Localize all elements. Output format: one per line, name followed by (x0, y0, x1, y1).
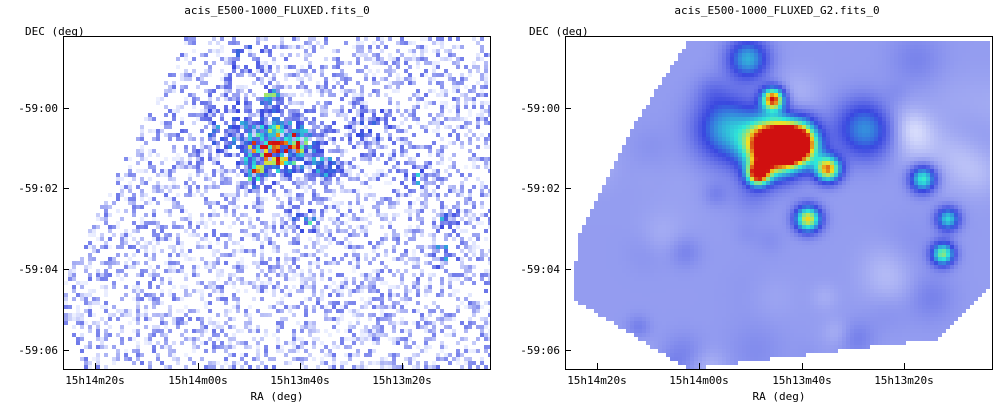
right-heatmap (574, 41, 990, 369)
right-y-tick: -59:04 (520, 263, 560, 276)
left-x-tickmark (300, 363, 301, 369)
left-x-tickmark (198, 363, 199, 369)
right-panel: acis_E500-1000_FLUXED_G2.fits_0 DEC (deg… (500, 0, 1000, 409)
right-x-tick: 15h14m00s (669, 374, 729, 387)
left-x-tick: 15h14m20s (65, 374, 125, 387)
right-image-canvas[interactable] (565, 36, 993, 370)
right-panel-title: acis_E500-1000_FLUXED_G2.fits_0 (674, 4, 880, 17)
right-y-tickmark (565, 269, 571, 270)
right-x-tick: 15h14m20s (567, 374, 627, 387)
left-x-tickmark (95, 363, 96, 369)
left-y-tickmark (63, 269, 69, 270)
right-y-axis-label: DEC (deg) (529, 25, 589, 38)
right-y-tickmark (565, 350, 571, 351)
right-x-tickmark (597, 363, 598, 369)
right-y-tickmark (565, 108, 571, 109)
right-y-tickmark (565, 188, 571, 189)
left-y-tickmark (63, 108, 69, 109)
left-y-tick: -59:04 (18, 263, 58, 276)
left-x-axis-label: RA (deg) (250, 390, 304, 403)
left-y-tick: -59:02 (18, 182, 58, 195)
right-x-tick: 15h13m20s (874, 374, 934, 387)
left-y-tickmark (63, 188, 69, 189)
left-panel: acis_E500-1000_FLUXED.fits_0 DEC (deg) -… (18, 4, 491, 403)
left-y-tick: -59:00 (18, 102, 58, 115)
right-y-tick: -59:00 (520, 102, 560, 115)
left-x-tickmark (402, 363, 403, 369)
right-x-tickmark (802, 363, 803, 369)
left-y-tickmark (63, 350, 69, 351)
left-x-tick: 15h13m40s (270, 374, 330, 387)
right-y-tick: -59:06 (520, 344, 560, 357)
right-x-tickmark (904, 363, 905, 369)
left-y-tick: -59:06 (18, 344, 58, 357)
right-x-tickmark (699, 363, 700, 369)
right-y-tick: -59:02 (520, 182, 560, 195)
left-x-tick: 15h14m00s (168, 374, 228, 387)
left-heatmap (64, 37, 490, 369)
left-panel-title: acis_E500-1000_FLUXED.fits_0 (184, 4, 370, 17)
left-x-tick: 15h13m20s (372, 374, 432, 387)
right-x-axis-label: RA (deg) (752, 390, 806, 403)
left-image-canvas[interactable] (63, 36, 491, 370)
right-x-tick: 15h13m40s (772, 374, 832, 387)
left-y-axis-label: DEC (deg) (25, 25, 85, 38)
